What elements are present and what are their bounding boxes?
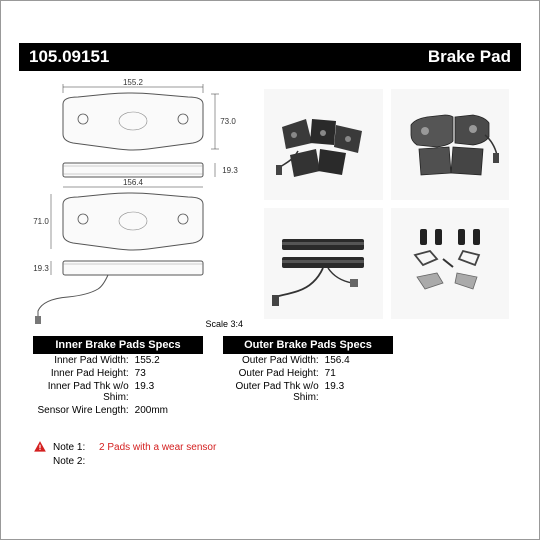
outer-spec-value: 156.4	[325, 355, 393, 366]
outer-specs-header: Outer Brake Pads Specs	[223, 336, 393, 354]
dim-top-height: 73.0	[220, 117, 236, 126]
inner-spec-row: Sensor Wire Length:200mm	[33, 404, 203, 417]
specs-tables: Inner Brake Pads Specs Inner Pad Width:1…	[33, 336, 393, 417]
outer-spec-row: Outer Pad Thk w/o Shim:19.3	[223, 380, 393, 404]
outer-spec-value: 19.3	[325, 381, 393, 403]
scale-label: Scale 3:4	[205, 319, 243, 329]
product-photos	[264, 89, 509, 319]
dim-mid-height: 71.0	[33, 217, 49, 226]
notes-section: Note 1: 2 Pads with a wear sensor Note 2…	[33, 439, 507, 468]
photo-side-view	[264, 208, 383, 319]
outer-spec-row: Outer Pad Width:156.4	[223, 354, 393, 367]
inner-spec-label: Inner Pad Height:	[33, 368, 135, 379]
inner-spec-row: Inner Pad Height:73	[33, 367, 203, 380]
dim-top-thk: 19.3	[222, 166, 238, 175]
outer-spec-label: Outer Pad Thk w/o Shim:	[223, 381, 325, 403]
inner-spec-label: Inner Pad Thk w/o Shim:	[33, 381, 135, 403]
inner-spec-value: 73	[135, 368, 203, 379]
technical-diagram: 155.2 73.0 19.3 156.4 71.0	[33, 79, 253, 329]
product-type: Brake Pad	[428, 47, 511, 67]
dim-bot-thk: 19.3	[33, 264, 49, 273]
part-number: 105.09151	[29, 47, 109, 67]
inner-specs-table: Inner Brake Pads Specs Inner Pad Width:1…	[33, 336, 203, 417]
outer-spec-label: Outer Pad Height:	[223, 368, 325, 379]
inner-spec-label: Sensor Wire Length:	[33, 405, 135, 416]
inner-spec-value: 155.2	[135, 355, 203, 366]
photo-hardware-kit	[391, 208, 510, 319]
outer-spec-value: 71	[325, 368, 393, 379]
photo-front-view	[391, 89, 510, 200]
dim-top-width: 155.2	[123, 79, 144, 87]
warning-icon	[33, 440, 47, 454]
inner-spec-label: Inner Pad Width:	[33, 355, 135, 366]
inner-spec-value: 200mm	[135, 405, 203, 416]
photo-rear-view	[264, 89, 383, 200]
outer-spec-label: Outer Pad Width:	[223, 355, 325, 366]
note-1-row: Note 1: 2 Pads with a wear sensor	[33, 439, 507, 455]
inner-spec-row: Inner Pad Width:155.2	[33, 354, 203, 367]
inner-specs-header: Inner Brake Pads Specs	[33, 336, 203, 354]
header-bar: 105.09151 Brake Pad	[19, 43, 521, 71]
note-1-value: 2 Pads with a wear sensor	[99, 442, 216, 453]
outer-specs-table: Outer Brake Pads Specs Outer Pad Width:1…	[223, 336, 393, 417]
inner-spec-value: 19.3	[135, 381, 203, 403]
note-2-row: Note 2:	[33, 455, 507, 468]
inner-spec-row: Inner Pad Thk w/o Shim:19.3	[33, 380, 203, 404]
outer-spec-row: Outer Pad Height:71	[223, 367, 393, 380]
dim-mid-width: 156.4	[123, 178, 144, 187]
note-1-label: Note 1:	[53, 442, 93, 453]
note-2-label: Note 2:	[53, 456, 93, 467]
